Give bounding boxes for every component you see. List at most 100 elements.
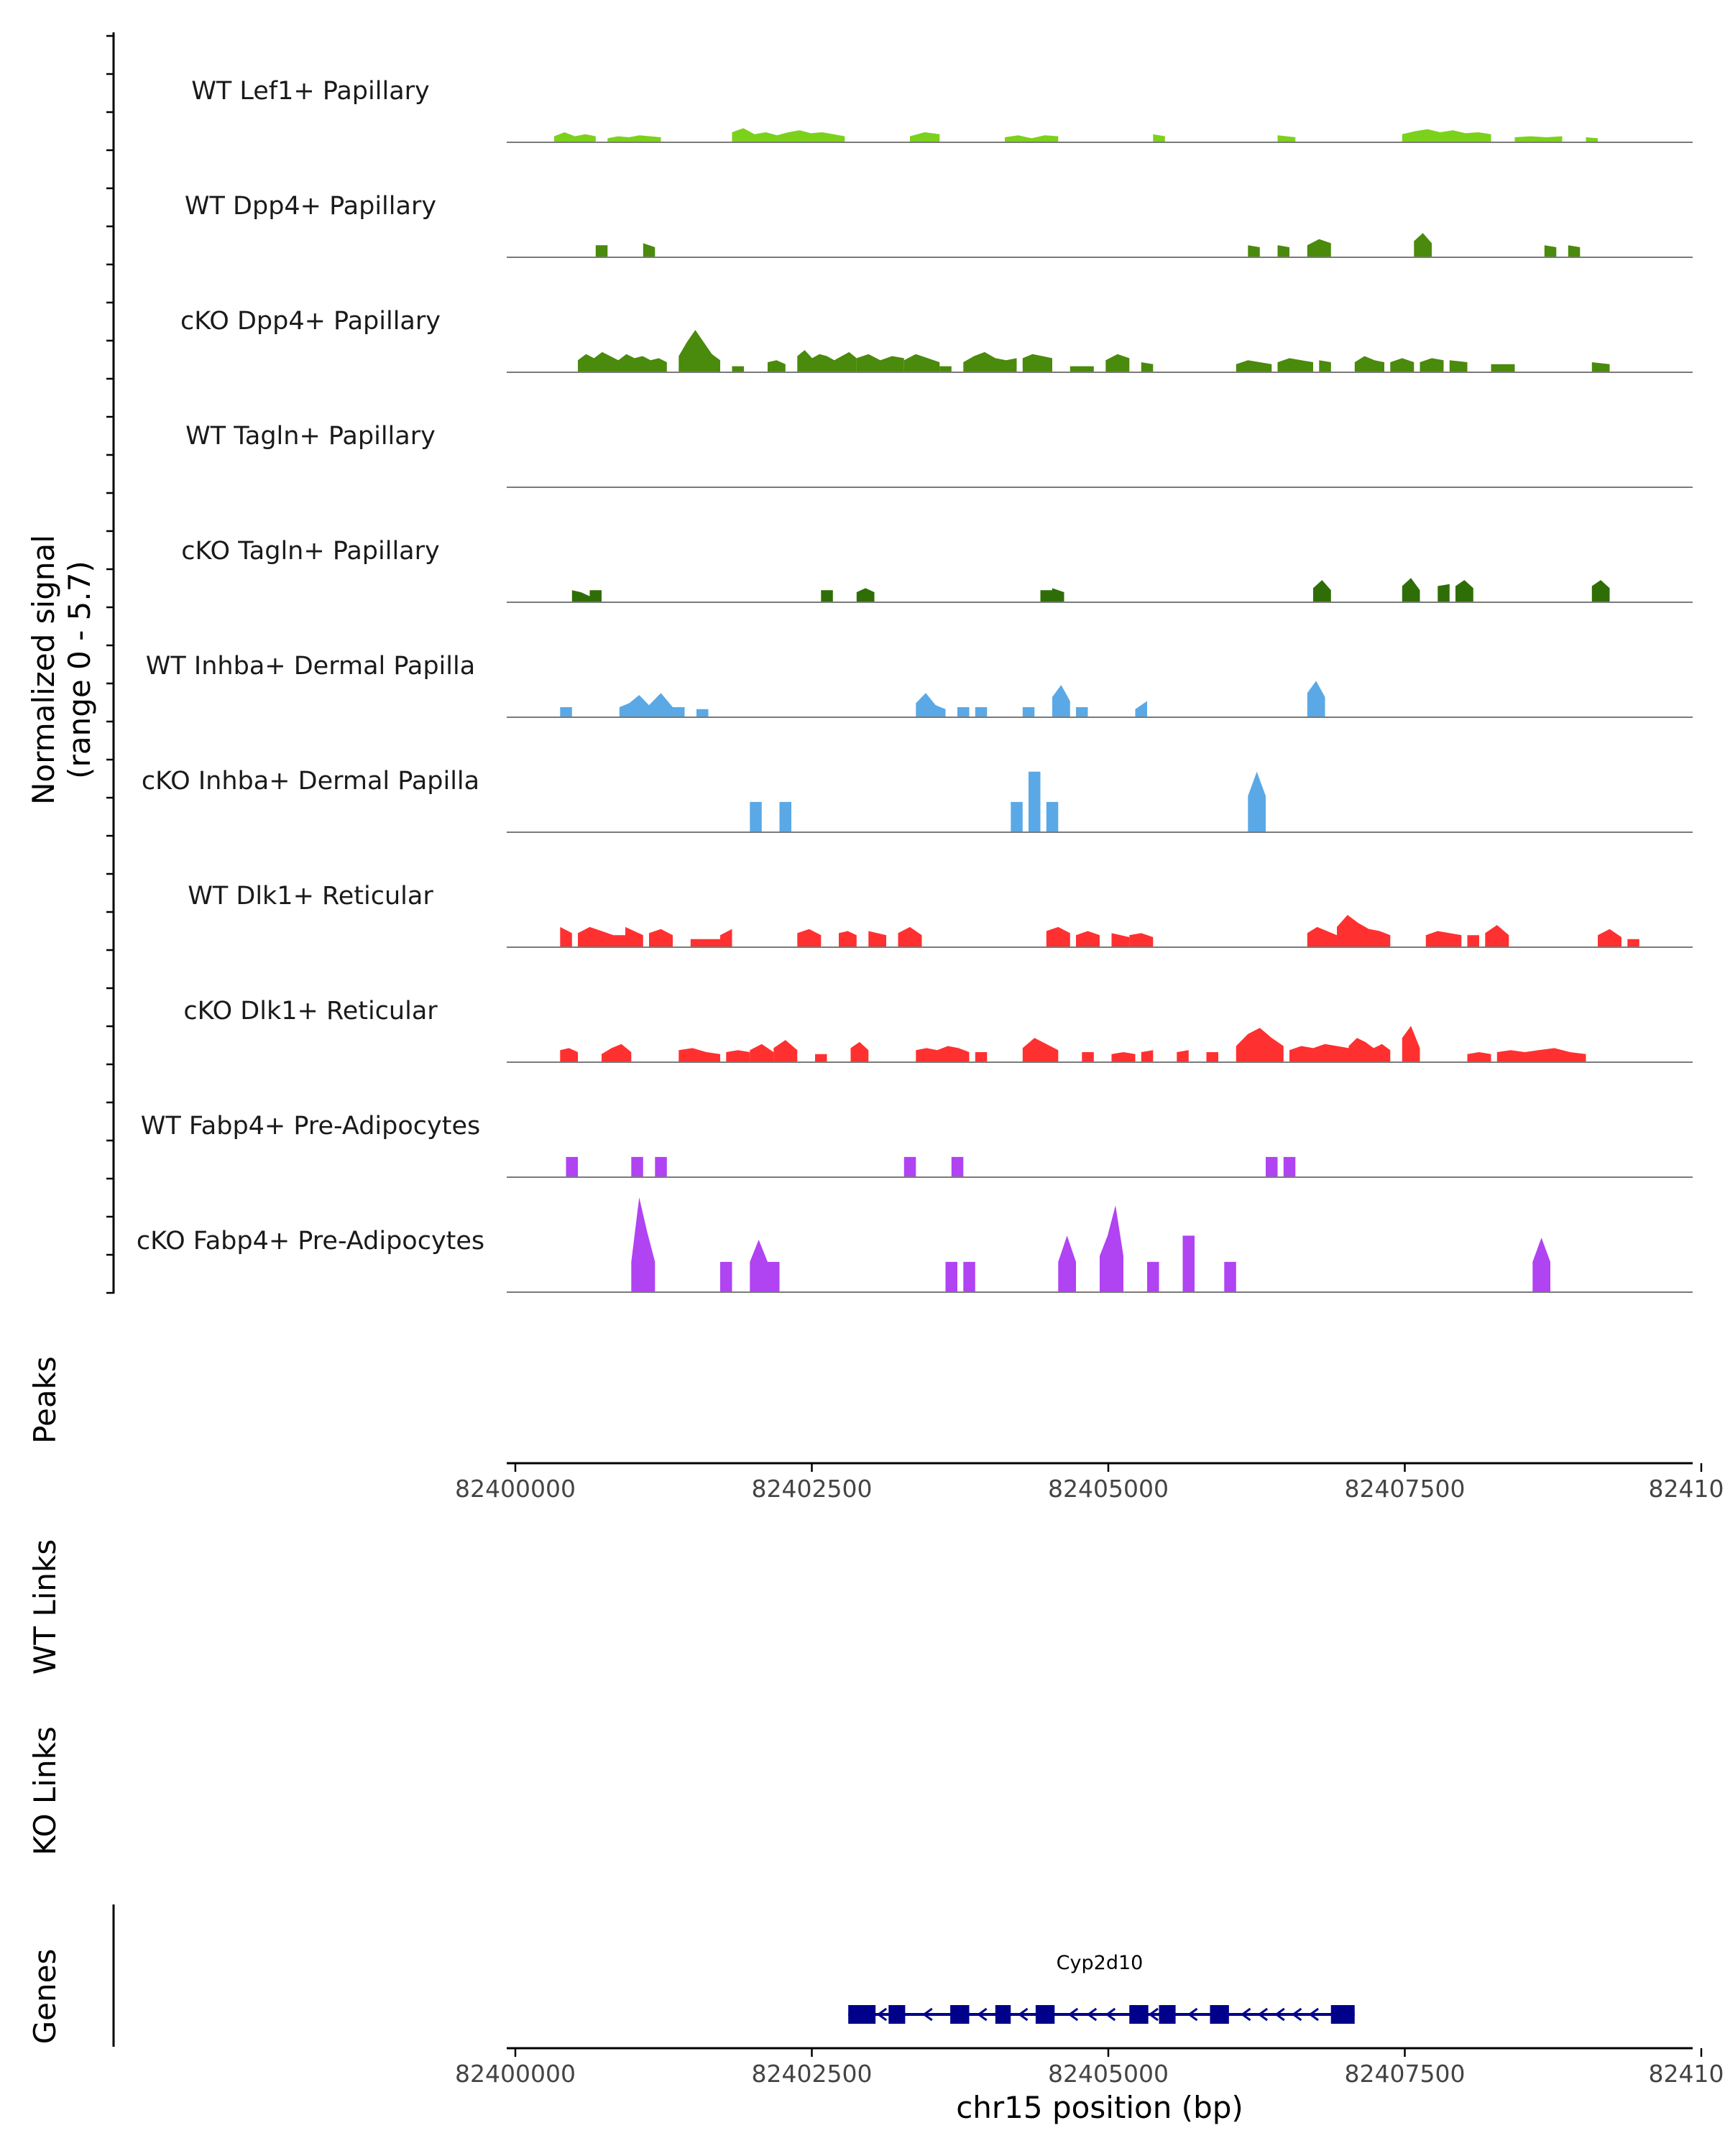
- coverage-peak: [975, 1052, 988, 1062]
- coverage-peak: [951, 1156, 964, 1177]
- coverage-peak: [1147, 1261, 1159, 1292]
- coverage-peak: [1289, 1044, 1349, 1062]
- track: cKO Dlk1+ Reticular: [183, 997, 1693, 1063]
- coverage-peak: [578, 351, 667, 372]
- coverage-peak: [1076, 931, 1100, 947]
- coverage-peak: [975, 707, 988, 717]
- gene-exon: [950, 2005, 970, 2024]
- coverage-peak: [1586, 137, 1598, 142]
- x-axis-top-ticks: 82400000 82402500 82405000 82407500 8241000: [455, 1463, 1725, 1503]
- y-axis: [106, 32, 115, 1294]
- track-label: cKO Inhba+ Dermal Papilla: [142, 767, 479, 796]
- track-label: WT Dpp4+ Papillary: [185, 192, 436, 221]
- coverage-peak: [1111, 1052, 1136, 1062]
- track-label: WT Inhba+ Dermal Papilla: [146, 652, 475, 681]
- coverage-peak: [1425, 931, 1462, 947]
- coverage-peak: [1076, 707, 1088, 717]
- strand-arrow: [876, 2007, 888, 2022]
- x-tick-label: 82407500: [1345, 1475, 1466, 1503]
- coverage-peak: [821, 590, 833, 602]
- track: cKO Dpp4+ Papillary: [180, 307, 1693, 373]
- gene-exon: [848, 2005, 876, 2024]
- coverage-peak: [1011, 801, 1023, 832]
- coverage-peak: [963, 351, 1017, 372]
- coverage-peak: [1040, 590, 1052, 602]
- peaks-panel-label: Peaks: [27, 1356, 63, 1444]
- track-label: WT Fabp4+ Pre-Adipocytes: [141, 1112, 480, 1141]
- track: WT Dlk1+ Reticular: [188, 882, 1693, 948]
- strand-arrow: [922, 2007, 933, 2022]
- coverage-peak: [560, 926, 572, 947]
- coverage-peak: [750, 1240, 768, 1292]
- x-axis-top: 82400000 82402500 82405000 82407500 8241000: [455, 1462, 1725, 1503]
- x-tick-label: 82400000: [455, 1475, 576, 1503]
- coverage-peak: [1438, 584, 1450, 602]
- coverage-peak: [856, 588, 875, 602]
- gene-exon: [1159, 2005, 1176, 2024]
- coverage-peak: [1348, 1038, 1391, 1062]
- coverage-peak: [1496, 1050, 1539, 1062]
- coverage-peak: [589, 590, 602, 602]
- coverage-peak: [678, 1048, 720, 1062]
- strand-arrow: [1187, 2007, 1198, 2022]
- track: WT Tagln+ Papillary: [185, 422, 1693, 488]
- coverage-peak: [1532, 1238, 1550, 1292]
- gene-exon: [1330, 2005, 1355, 2024]
- coverage-peak: [1402, 129, 1491, 142]
- coverage-peak: [868, 931, 886, 947]
- gene-exon: [1210, 2005, 1229, 2024]
- coverage-peak: [850, 1041, 869, 1062]
- x-tick-label: 8241000: [1649, 2060, 1725, 2088]
- coverage-peak: [726, 1050, 750, 1062]
- coverage-peak: [1337, 915, 1391, 947]
- coverage-peak: [1307, 239, 1331, 257]
- ko-links-panel-label: KO Links: [27, 1726, 63, 1856]
- coverage-peak: [602, 1044, 632, 1062]
- coverage-peak: [779, 801, 791, 832]
- coverage-peak: [1277, 135, 1296, 142]
- coverage-peak: [1248, 245, 1260, 257]
- coverage-peak: [1177, 1050, 1189, 1062]
- strand-arrow: [1257, 2007, 1269, 2022]
- coverage-peak: [856, 354, 904, 372]
- coverage-peak: [768, 1261, 780, 1292]
- x-tick-label: 82400000: [455, 2060, 576, 2088]
- strand-arrow: [1308, 2007, 1319, 2022]
- track: cKO Tagln+ Papillary: [181, 537, 1693, 603]
- gene-exon: [888, 2005, 906, 2024]
- x-tick-label: 82407500: [1345, 2060, 1466, 2088]
- coverage-peak: [732, 128, 845, 142]
- coverage-peak: [1248, 771, 1266, 832]
- coverage-peak: [1224, 1261, 1236, 1292]
- coverage-peak: [1307, 926, 1337, 947]
- x-axis-label: chr15 position (bp): [956, 2090, 1243, 2125]
- coverage-peak: [750, 801, 762, 832]
- coverage-peak: [1313, 580, 1331, 602]
- coverage-peak: [1111, 933, 1130, 947]
- coverage-peak: [1052, 685, 1070, 717]
- coverage-peak: [690, 939, 720, 947]
- coverage-peak: [578, 926, 614, 947]
- track-label: WT Lef1+ Papillary: [191, 77, 430, 106]
- coverage-peak: [916, 693, 946, 717]
- wt-links-panel-label: WT Links: [27, 1539, 63, 1674]
- y-axis-range-label: (range 0 - 5.7): [62, 561, 97, 779]
- coverage-peak: [1319, 360, 1331, 372]
- coverage-peak: [1046, 801, 1059, 832]
- coverage-peak: [957, 707, 970, 717]
- coverage-peak: [560, 707, 572, 717]
- coverage-peak: [1455, 580, 1473, 602]
- coverage-peak: [613, 935, 625, 947]
- coverage-peak: [566, 1156, 578, 1177]
- gene-exon: [1129, 2005, 1149, 2024]
- track-label: cKO Dlk1+ Reticular: [183, 997, 438, 1026]
- coverage-peak: [1277, 358, 1313, 372]
- coverage-peak: [625, 926, 643, 947]
- coverage-peak: [1591, 580, 1610, 602]
- coverage-peak: [1058, 1235, 1076, 1292]
- gene-exon: [1035, 2005, 1055, 2024]
- coverage-peak: [1283, 1156, 1296, 1177]
- coverage-peak: [1591, 362, 1610, 372]
- coverage-peak: [595, 245, 608, 257]
